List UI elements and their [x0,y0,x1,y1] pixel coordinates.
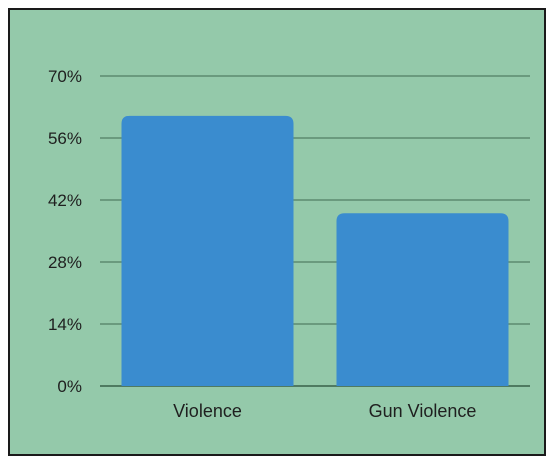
x-category-label: Gun Violence [369,401,477,421]
chart-frame: 0% 14% 28% 42% 56% 70% Violence Gun Violence [8,8,546,456]
y-tick-label: 70% [48,67,82,86]
bar-chart: 0% 14% 28% 42% 56% 70% Violence Gun Violence [48,67,530,421]
y-tick-label: 42% [48,191,82,210]
bars [121,115,509,386]
x-category-label: Violence [173,401,242,421]
y-tick-label: 56% [48,129,82,148]
bar-gun-violence [336,213,509,386]
y-axis-ticks: 0% 14% 28% 42% 56% 70% [48,67,82,396]
y-tick-label: 0% [57,377,82,396]
bar-violence [121,115,294,386]
y-tick-label: 28% [48,253,82,272]
x-axis-categories: Violence Gun Violence [173,401,476,421]
y-tick-label: 14% [48,315,82,334]
